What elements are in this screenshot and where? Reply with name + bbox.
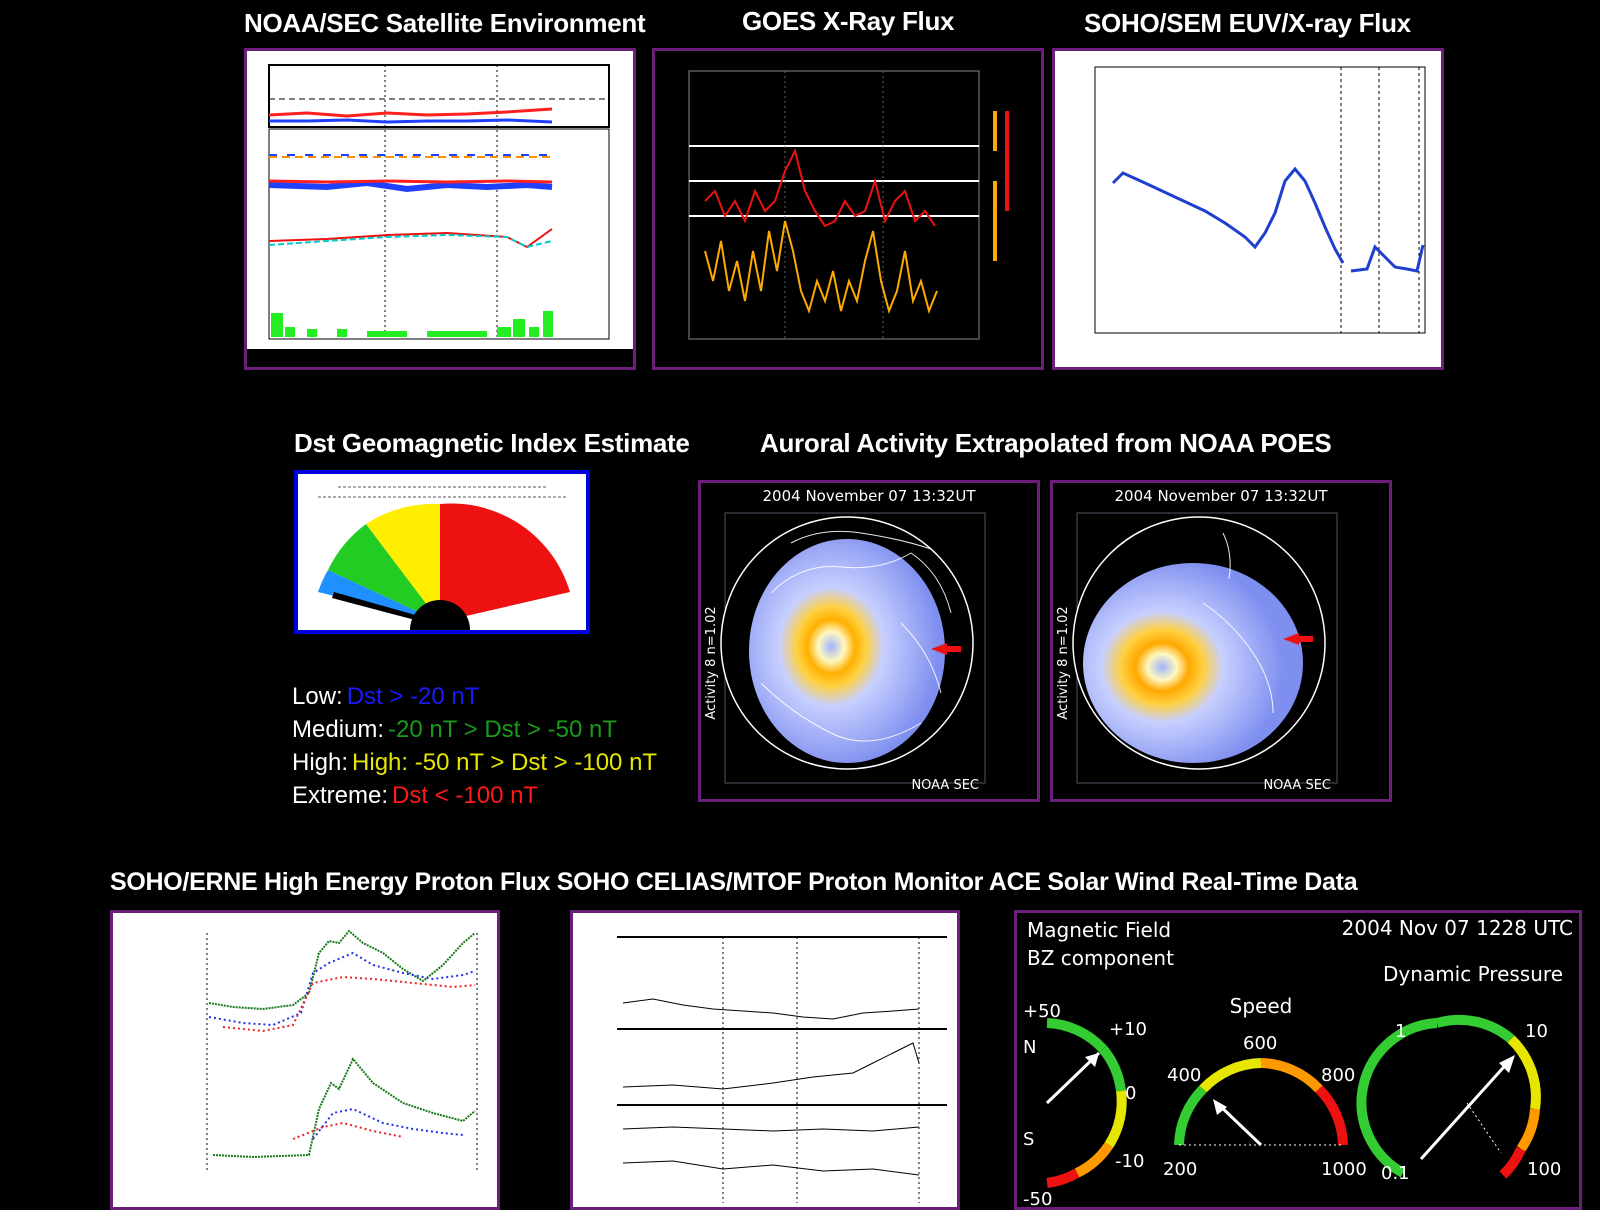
- bz-dial: +50 +10 0 -10 -50 N S: [1023, 1001, 1147, 1207]
- dst-legend-low-value: Dst > -20 nT: [346, 683, 480, 710]
- speed-label-400: 400: [1167, 1065, 1201, 1086]
- dyn-label-0-1: 0.1: [1381, 1163, 1410, 1184]
- dst-legend-high-label: High:: [292, 749, 349, 776]
- dst-legend-extreme: Extreme: Dst < -100 nT: [292, 779, 657, 812]
- dst-legend-low: Low: Dst > -20 nT: [292, 680, 657, 713]
- speed-label-600: 600: [1243, 1033, 1277, 1054]
- soho-celias-proton-monitor[interactable]: [570, 910, 960, 1210]
- ace-magnetic-field-title: Magnetic Field: [1027, 918, 1171, 942]
- bz-label-top: +50: [1023, 1001, 1061, 1022]
- dst-legend-extreme-value: Dst < -100 nT: [392, 782, 539, 809]
- dyn-label-10: 10: [1525, 1021, 1548, 1042]
- ace-dynamic-pressure-title: Dynamic Pressure: [1383, 962, 1563, 986]
- dst-gauge[interactable]: [294, 470, 590, 634]
- dst-legend-medium-value: -20 nT > Dst > -50 nT: [388, 716, 618, 743]
- title-dst-index: Dst Geomagnetic Index Estimate: [294, 428, 690, 458]
- bz-label-n: N: [1023, 1037, 1036, 1058]
- ace-speed-title: Speed: [1230, 994, 1293, 1018]
- title-auroral-activity: Auroral Activity Extrapolated from NOAA …: [760, 428, 1332, 458]
- speed-label-200: 200: [1163, 1159, 1197, 1180]
- soho-sem-flux-plot[interactable]: [1052, 48, 1444, 370]
- dst-legend-medium: Medium: -20 nT > Dst > -50 nT: [292, 713, 657, 746]
- title-bottom-row: SOHO/ERNE High Energy Proton Flux SOHO C…: [110, 868, 1358, 896]
- dst-legend-high: High: High: -50 nT > Dst > -100 nT: [292, 746, 657, 779]
- bz-label-s: S: [1023, 1129, 1034, 1150]
- dst-legend-low-label: Low:: [292, 683, 343, 710]
- satellite-environment-plot[interactable]: [244, 48, 636, 370]
- aurora-north-credit: NOAA SEC: [911, 778, 979, 793]
- dst-legend-medium-label: Medium:: [292, 716, 385, 743]
- aurora-south-timestamp: 2004 November 07 13:32UT: [1115, 487, 1329, 505]
- speed-label-1000: 1000: [1321, 1159, 1367, 1180]
- title-soho-sem-flux: SOHO/SEM EUV/X-ray Flux: [1084, 8, 1411, 38]
- dyn-label-100: 100: [1527, 1159, 1561, 1180]
- ace-solar-wind-dials[interactable]: Magnetic Field BZ component 2004 Nov 07 …: [1014, 910, 1582, 1210]
- title-satellite-environment: NOAA/SEC Satellite Environment: [244, 8, 646, 38]
- dst-legend-high-value: High: -50 nT > Dst > -100 nT: [352, 749, 658, 776]
- bz-label-zero: 0: [1125, 1083, 1136, 1104]
- dst-legend: Low: Dst > -20 nT Medium: -20 nT > Dst > -…: [292, 680, 657, 812]
- speed-label-800: 800: [1321, 1065, 1355, 1086]
- dst-legend-extreme-label: Extreme:: [292, 782, 389, 809]
- soho-erne-proton-plot[interactable]: [110, 910, 500, 1210]
- aurora-north-timestamp: 2004 November 07 13:32UT: [763, 487, 977, 505]
- bz-label-m10: -10: [1115, 1151, 1144, 1172]
- ace-bz-component-title: BZ component: [1027, 946, 1174, 970]
- bz-label-p10: +10: [1109, 1019, 1147, 1040]
- ace-timestamp: 2004 Nov 07 1228 UTC: [1342, 916, 1573, 940]
- aurora-south-axis-label: Activity 8 n=1.02: [1056, 606, 1071, 719]
- bz-label-bottom: -50: [1023, 1189, 1052, 1207]
- aurora-north-map[interactable]: 2004 November 07 13:32UT Activity 8 n=1.…: [698, 480, 1040, 802]
- title-goes-xray-flux: GOES X-Ray Flux: [742, 6, 955, 36]
- dynamic-pressure-dial: 0.1 1 10 100: [1356, 1014, 1561, 1184]
- aurora-north-axis-label: Activity 8 n=1.02: [704, 606, 719, 719]
- aurora-south-map[interactable]: 2004 November 07 13:32UT Activity 8 n=1.…: [1050, 480, 1392, 802]
- goes-xray-flux-plot[interactable]: [652, 48, 1044, 370]
- aurora-south-credit: NOAA SEC: [1263, 778, 1331, 793]
- dyn-label-1: 1: [1395, 1021, 1406, 1042]
- speed-dial: 200 400 600 800 1000: [1163, 1033, 1367, 1180]
